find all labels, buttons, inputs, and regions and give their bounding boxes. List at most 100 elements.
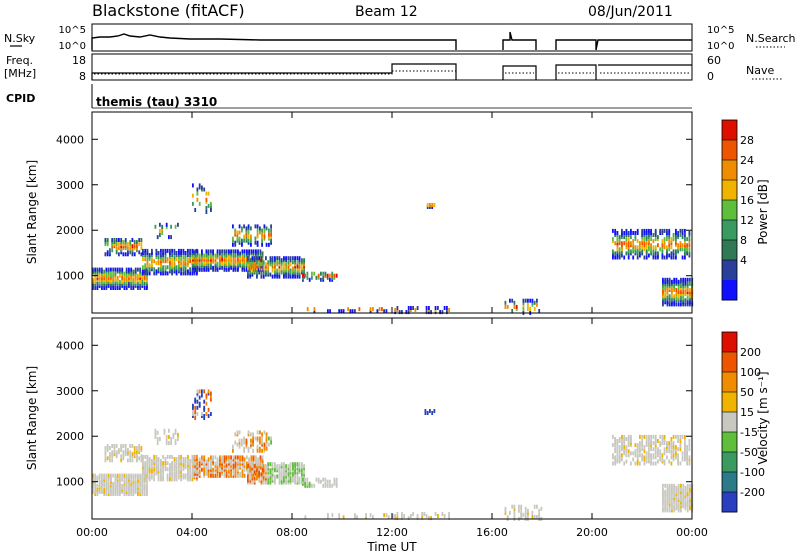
data-cell <box>684 504 687 509</box>
data-cell <box>268 242 270 247</box>
data-cell <box>679 461 682 466</box>
data-cell <box>416 516 419 521</box>
data-cell <box>675 445 677 450</box>
data-cell <box>263 444 266 449</box>
data-cell <box>103 271 106 276</box>
data-cell <box>259 438 261 443</box>
data-cell <box>187 469 189 474</box>
data-cell <box>612 434 614 439</box>
data-cell <box>153 461 156 466</box>
data-cell <box>689 294 691 299</box>
data-cell <box>663 245 666 250</box>
data-cell <box>673 281 676 286</box>
data-cell <box>230 249 232 254</box>
data-cell <box>116 477 119 482</box>
data-cell <box>112 286 115 290</box>
data-cell <box>166 271 169 276</box>
data-cell <box>369 307 372 312</box>
data-cell <box>259 455 262 460</box>
data-cell <box>134 481 137 486</box>
data-cell <box>234 440 237 445</box>
data-cell <box>421 512 424 516</box>
data-cell <box>333 275 336 280</box>
data-cell <box>659 231 662 235</box>
data-cell <box>677 504 680 509</box>
data-cell <box>234 473 237 478</box>
data-cell <box>636 443 639 448</box>
data-cell <box>661 249 664 254</box>
data-cell <box>654 461 657 466</box>
data-cell <box>144 263 147 268</box>
data-cell <box>198 463 201 468</box>
data-cell <box>654 434 657 439</box>
data-cell <box>166 265 169 270</box>
data-cell <box>182 255 185 260</box>
data-cell <box>221 249 223 254</box>
data-cell <box>252 438 254 443</box>
data-cell <box>174 439 177 443</box>
data-cell <box>298 268 301 273</box>
data-cell <box>125 267 128 272</box>
data-cell <box>189 267 191 272</box>
data-cell <box>618 241 621 246</box>
data-cell <box>139 481 142 486</box>
data-cell <box>298 256 301 261</box>
data-cell <box>677 502 680 507</box>
data-cell <box>632 249 635 254</box>
data-cell <box>412 306 414 310</box>
data-cell <box>237 455 239 460</box>
data-cell <box>121 281 124 286</box>
data-cell <box>296 256 299 261</box>
data-cell <box>203 455 206 460</box>
data-cell <box>166 454 169 459</box>
time-axis-label: Time UT <box>366 540 417 554</box>
data-cell <box>92 286 94 290</box>
data-cell <box>196 463 199 468</box>
data-cell <box>225 467 228 472</box>
data-cell <box>125 271 128 276</box>
colorbar-swatch <box>722 352 737 373</box>
data-cell <box>684 286 687 290</box>
data-cell <box>650 231 652 235</box>
data-cell <box>196 187 199 192</box>
data-cell <box>142 251 144 255</box>
data-cell <box>107 281 110 286</box>
colorbar-tick-label: 15 <box>740 406 754 419</box>
data-cell <box>303 258 305 263</box>
data-cell <box>303 470 305 475</box>
data-cell <box>274 268 276 273</box>
data-cell <box>381 307 383 312</box>
data-cell <box>280 474 283 479</box>
data-cell <box>621 241 623 246</box>
data-cell <box>679 247 682 252</box>
data-cell <box>249 262 252 267</box>
data-cell <box>410 306 412 310</box>
data-cell <box>428 306 430 310</box>
data-cell <box>671 496 673 501</box>
data-cell <box>672 233 675 237</box>
data-cell <box>434 512 437 516</box>
data-cell <box>203 253 206 258</box>
data-cell <box>654 231 657 235</box>
data-cell <box>689 277 691 282</box>
data-cell <box>287 474 290 479</box>
data-cell <box>174 428 177 433</box>
data-cell <box>652 453 655 458</box>
data-cell <box>247 470 249 475</box>
data-cell <box>249 258 252 263</box>
data-cell <box>614 241 617 246</box>
data-cell <box>207 203 210 208</box>
data-cell <box>252 459 255 464</box>
data-cell <box>301 266 303 271</box>
data-cell <box>672 237 675 242</box>
data-cell <box>688 461 691 466</box>
data-cell <box>304 273 307 278</box>
data-cell <box>189 248 191 253</box>
data-cell <box>668 459 671 464</box>
data-cell <box>684 228 686 233</box>
data-cell <box>205 257 208 262</box>
data-cell <box>129 450 132 455</box>
data-cell <box>146 469 149 474</box>
data-cell <box>165 222 168 227</box>
data-cell <box>196 253 199 258</box>
